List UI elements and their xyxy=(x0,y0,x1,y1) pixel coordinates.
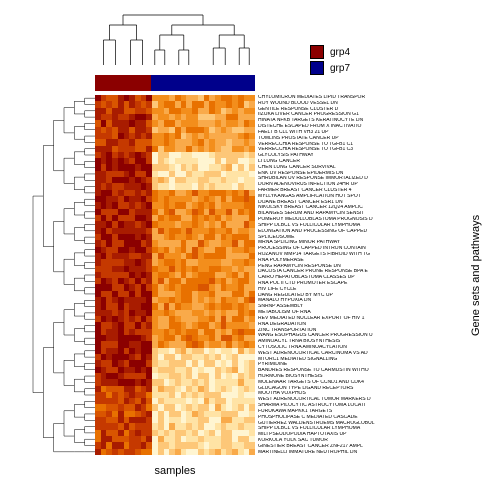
row-labels: CHYLOMICRON MEDIATES LIPID TRANSPORROY W… xyxy=(258,95,458,455)
y-axis-label: Gene sets and pathways xyxy=(470,95,482,455)
column-dendrogram xyxy=(95,10,255,65)
heatmap xyxy=(95,95,255,455)
legend: grp4 grp7 xyxy=(310,45,350,77)
legend-label: grp4 xyxy=(330,47,350,58)
group-bar xyxy=(95,75,255,91)
x-axis-label: samples xyxy=(95,465,255,477)
legend-swatch-grp7 xyxy=(310,61,324,75)
row-label: MARTINELLI IMMATURE NEUTROPHIL DN xyxy=(258,450,458,456)
legend-label: grp7 xyxy=(330,63,350,74)
legend-swatch-grp4 xyxy=(310,45,324,59)
group-segment xyxy=(151,75,255,91)
legend-item-grp7: grp7 xyxy=(310,61,350,75)
row-dendrogram xyxy=(30,95,95,455)
legend-item-grp4: grp4 xyxy=(310,45,350,59)
group-segment xyxy=(95,75,151,91)
